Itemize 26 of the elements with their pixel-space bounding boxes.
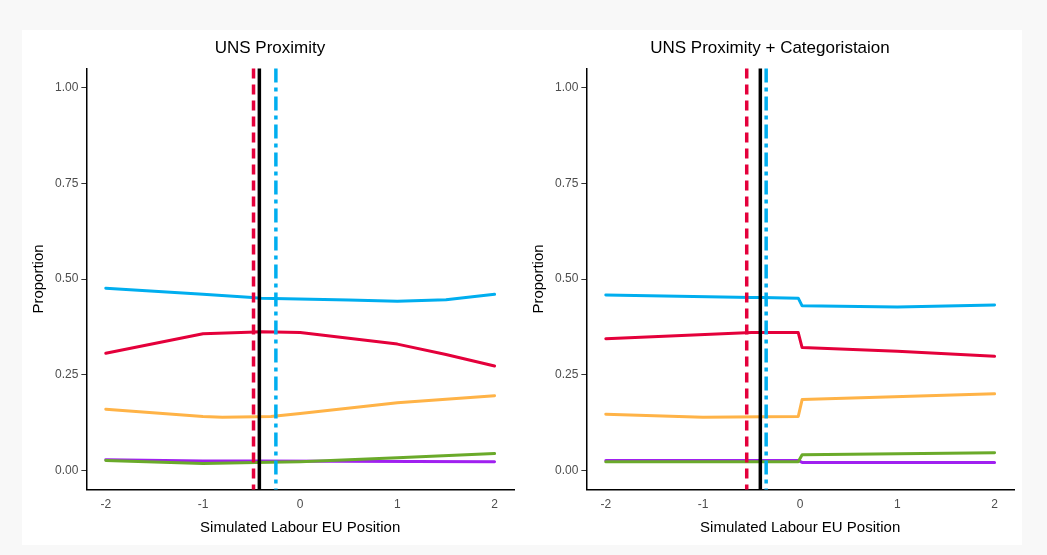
- x-axis-title: Simulated Labour EU Position: [200, 518, 401, 536]
- y-tick-label: 0.25: [55, 367, 79, 382]
- chart-title: UNS Proximity + Categoristaion: [650, 37, 890, 57]
- x-tick-label: 0: [796, 497, 804, 512]
- y-tick-label: 0.75: [555, 175, 579, 190]
- x-tick-label: -2: [100, 497, 112, 512]
- x-tick-label: 2: [491, 497, 499, 512]
- y-axis-title: Proportion: [29, 244, 47, 314]
- y-tick-label: 1.00: [555, 79, 579, 94]
- y-tick-label: 1.00: [55, 79, 79, 94]
- chart-title: UNS Proximity: [214, 37, 326, 57]
- y-tick-label: 0.25: [555, 367, 579, 382]
- y-tick-label: 0.50: [555, 271, 579, 286]
- y-tick-label: 0.00: [55, 462, 79, 477]
- y-tick-label: 0.50: [55, 271, 79, 286]
- x-tick-label: -1: [197, 497, 209, 512]
- x-tick-label: 2: [991, 497, 999, 512]
- x-tick-label: -1: [697, 497, 709, 512]
- x-tick-label: -2: [600, 497, 612, 512]
- x-axis-title: Simulated Labour EU Position: [700, 518, 901, 536]
- x-tick-label: 1: [894, 497, 902, 512]
- x-tick-label: 1: [394, 497, 402, 512]
- y-axis-title: Proportion: [529, 244, 547, 314]
- x-tick-label: 0: [296, 497, 304, 512]
- y-tick-label: 0.00: [555, 462, 579, 477]
- y-tick-label: 0.75: [55, 175, 79, 190]
